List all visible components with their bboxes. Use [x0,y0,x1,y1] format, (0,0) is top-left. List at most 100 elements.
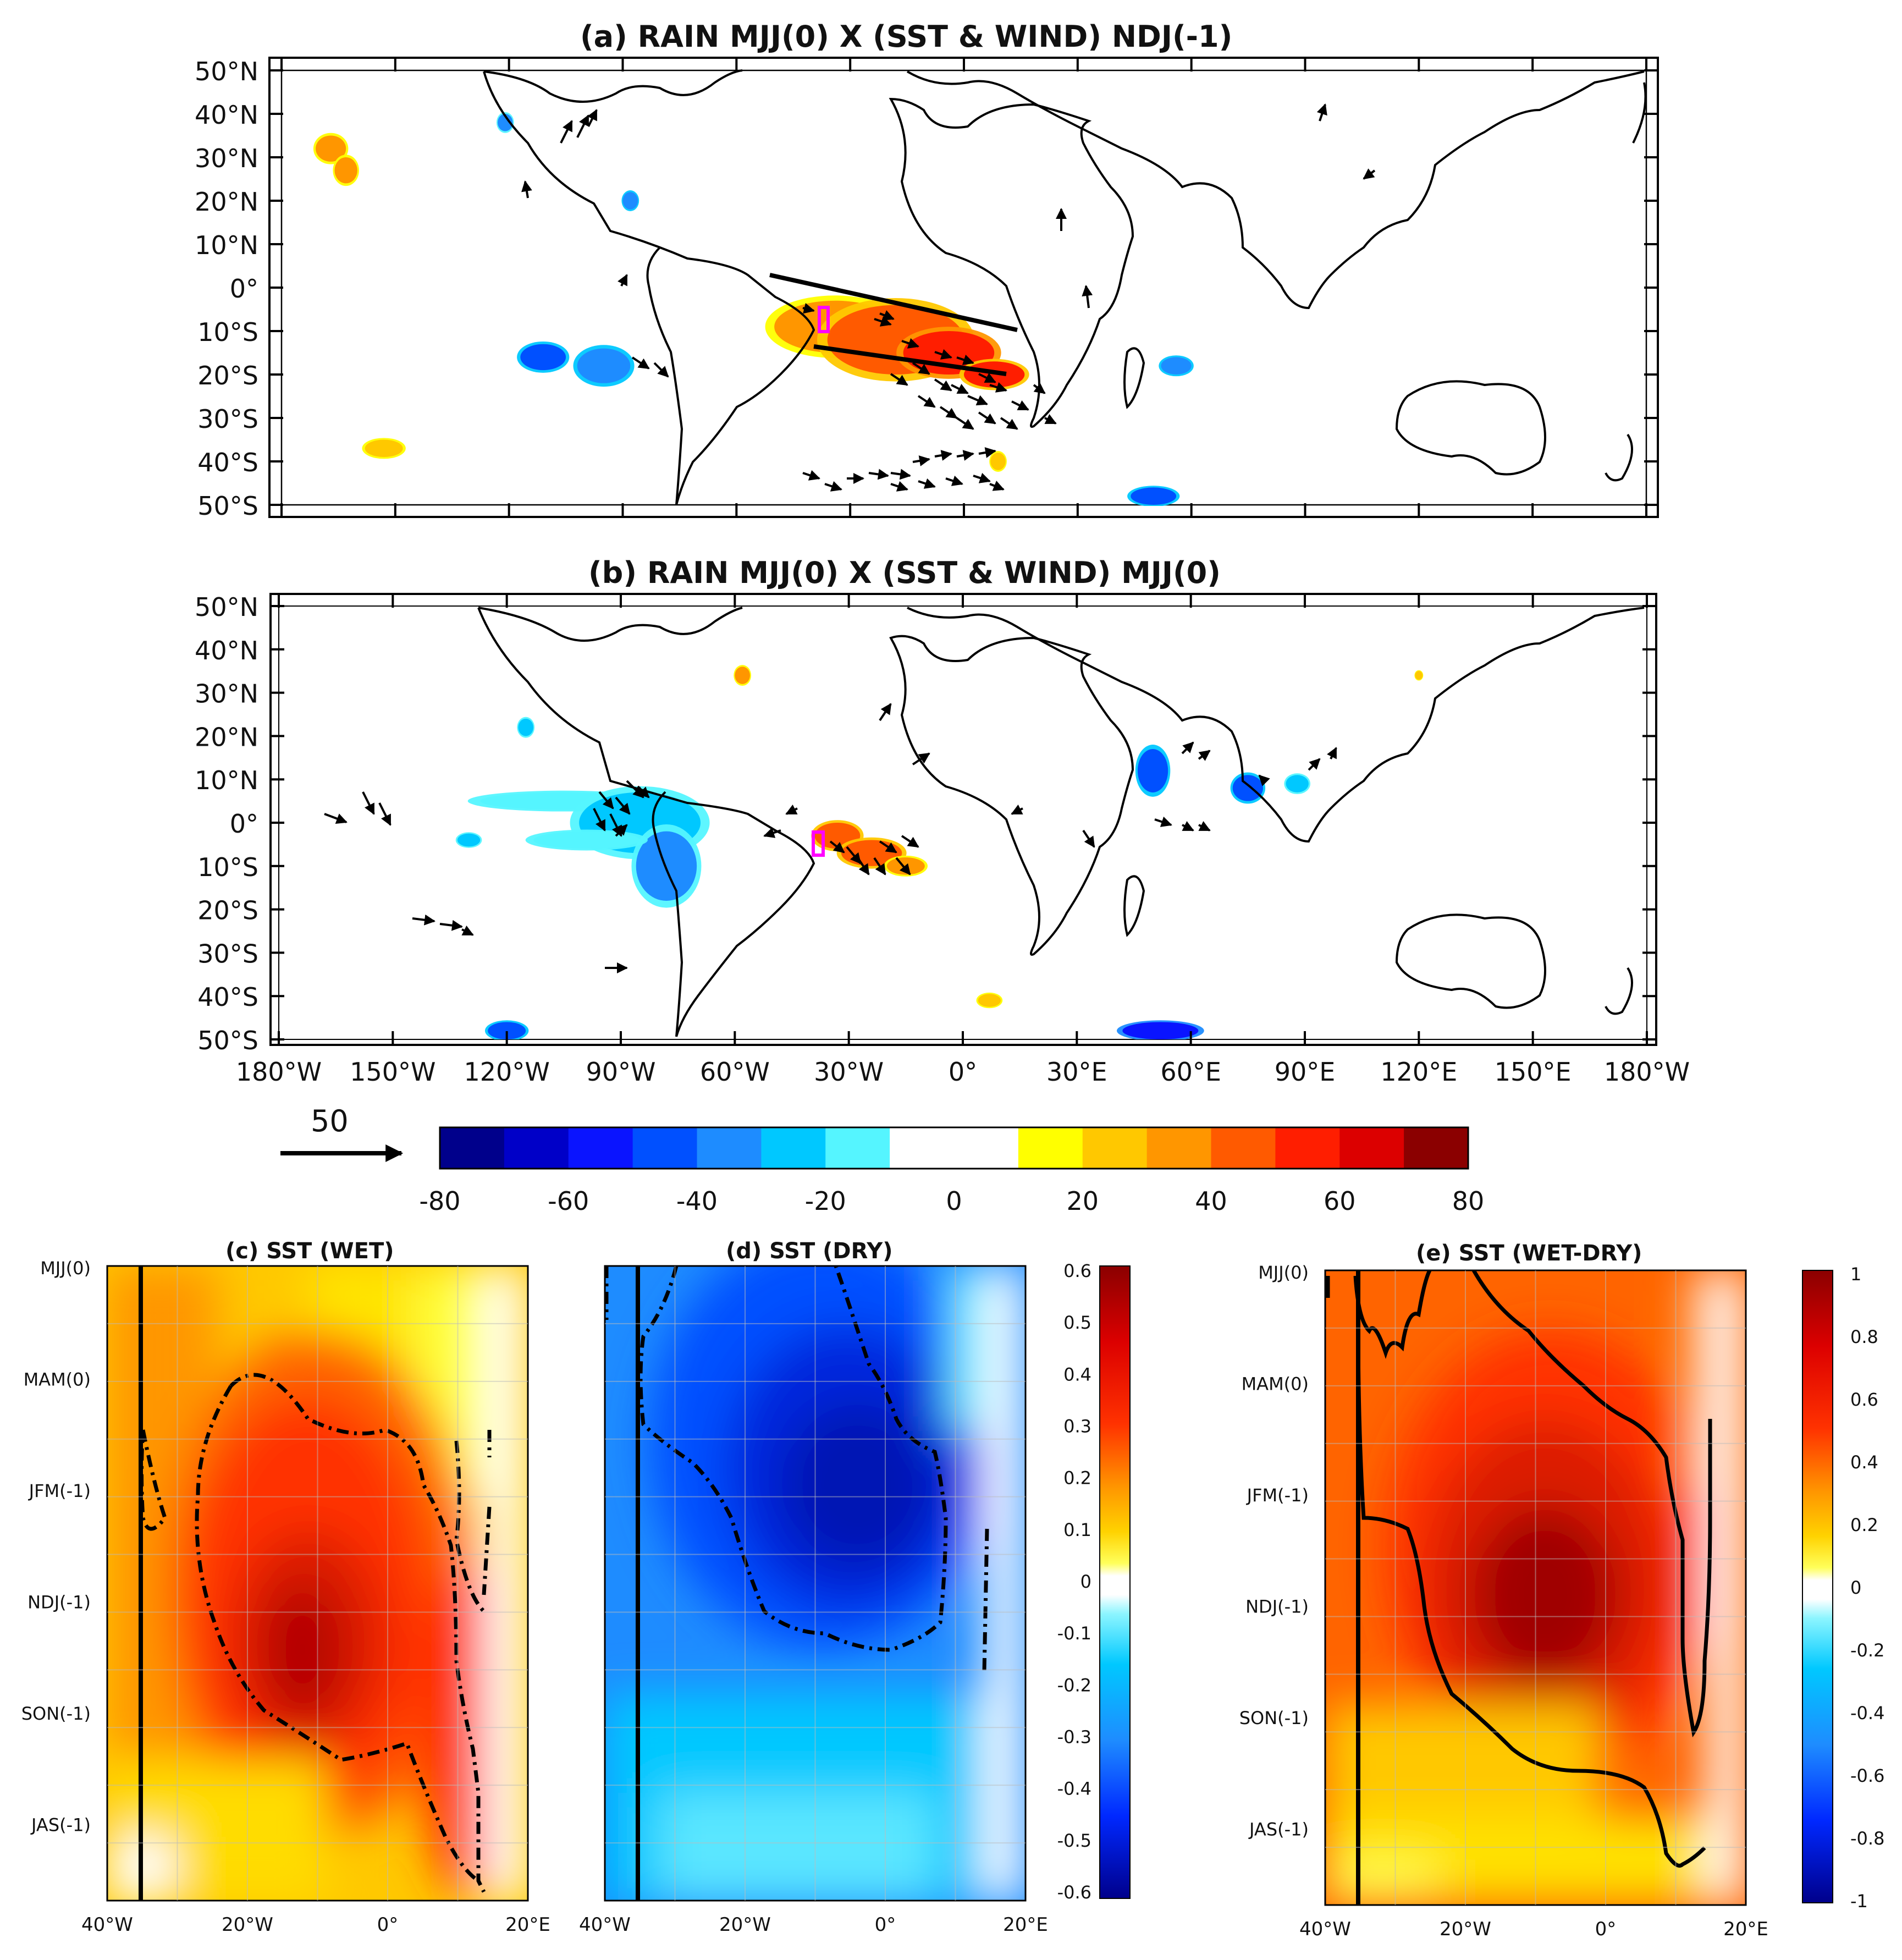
panel-a-title: (a) RAIN MJJ(0) X (SST & WIND) NDJ(-1) [580,19,1232,54]
wind-arrow [934,450,952,461]
colorbar-tick: 1 [1850,1264,1861,1285]
wind-arrow [857,857,870,876]
lon-tick-label: 30°E [1046,1057,1107,1087]
x-tick-label: 20°W [222,1914,273,1936]
rain-blob-core [1415,671,1423,680]
wind-arrow [521,180,532,199]
rain-colorbar-tick: -80 [419,1186,460,1216]
panel-b-field [455,665,1424,1039]
panel-a-study-box [818,306,830,333]
rain-blob-core [1131,487,1177,505]
lon-tick-label: 30°W [814,1057,884,1087]
rain-colorbar-swatch [1404,1127,1469,1169]
colorbar-tick: -0.2 [1850,1640,1884,1661]
colorbar-tick: 0.3 [1063,1416,1091,1437]
y-tick-label: JAS(-1) [1248,1819,1309,1840]
panel-c-grid [107,1266,528,1901]
lat-tick-label: 20°N [195,187,258,217]
panel-b: (b) RAIN MJJ(0) X (SST & WIND) MJJ(0) 50… [195,555,1690,1087]
wind-arrow [1363,168,1376,180]
lat-tick-label: 30°S [197,939,258,968]
wind-arrow [615,796,631,815]
rain-colorbar-tick: -60 [548,1186,589,1216]
panel-b-wind-vectors [324,703,1337,973]
wind-arrow [917,395,936,408]
wind-arrow [1182,821,1194,832]
lat-tick-label: 40°N [195,636,258,665]
wind-arrow [631,356,650,370]
lon-tick-label: 60°W [700,1057,770,1087]
wind-arrow [439,920,463,931]
colorbar-tick: -0.8 [1850,1828,1884,1849]
lat-tick-label: 50°S [197,1026,258,1055]
wind-arrow [1181,741,1194,755]
colorbar-tick: -1 [1850,1891,1868,1912]
lat-tick-label: 10°S [197,852,258,882]
rain-blob-core [1122,1022,1199,1039]
y-tick-label: SON(-1) [21,1703,91,1724]
rain-colorbar-swatch [954,1127,1019,1169]
lon-tick-label: 150°E [1495,1057,1572,1087]
wind-arrow [1011,805,1023,815]
rain-blob-core [520,344,566,371]
wind-arrow [951,384,969,394]
wind-arrow [1198,750,1211,761]
y-tick-label: MJJ(0) [40,1258,91,1279]
lon-tick-label: 90°W [586,1057,655,1087]
rain-blob-core [1137,748,1168,792]
wind-arrow [890,373,908,386]
wind-arrow [1044,414,1057,425]
rain-blob-core [316,135,346,162]
rain-colorbar-tick: 40 [1195,1186,1227,1216]
wind-arrow [1011,400,1029,411]
rain-blob-core [497,114,513,131]
sst-colorbar-e [1802,1270,1833,1903]
colorbar-tick: 0.2 [1850,1515,1878,1535]
wind-arrow [824,481,842,492]
rain-blob-core [636,831,697,901]
wind-arrow [763,827,781,838]
x-tick-label: 0° [875,1914,896,1936]
wind-arrow [895,857,911,876]
wind-arrow [598,791,614,810]
panel-b-title: (b) RAIN MJJ(0) X (SST & WIND) MJJ(0) [588,555,1221,590]
sst-colorbar-d [1099,1265,1131,1899]
panel-d-x-labels: 40°W 20°W 0° 20°E [579,1914,1048,1936]
rain-blob-core [488,1022,526,1039]
wind-arrow [412,914,435,926]
lat-tick-label: 50°S [197,491,258,521]
wind-arrow [560,120,573,144]
wind-arrow [989,481,1005,491]
wind-arrow [945,475,963,486]
lat-tick-label: 30°N [195,144,258,173]
x-tick-label: 20°E [1723,1918,1768,1940]
rain-colorbar-swatch [1275,1127,1340,1169]
lat-tick-label: 10°N [195,766,258,795]
panel-a-wind-vectors [521,103,1376,492]
colorbar-tick: -0.6 [1057,1882,1091,1903]
wind-arrow [901,835,919,848]
lat-tick-label: 20°S [197,361,258,390]
colorbar-tick: 0 [1850,1577,1861,1598]
y-tick-label: NDJ(-1) [27,1592,91,1613]
rain-blob-core [334,157,357,184]
wind-arrow [802,302,815,314]
rain-colorbar-swatch [1211,1127,1276,1169]
panel-c-field [107,1266,528,1901]
wind-arrow [1308,758,1321,771]
panel-d: (d) SST (DRY) 40°W 20°W 0° 20°E 0.60.50.40.… [579,1238,1131,1936]
wind-arrow [912,752,930,766]
rain-blob-core [978,994,1001,1007]
panel-c-y-labels: MJJ(0) MAM(0) JFM(-1) NDJ(-1) SON(-1) JAS(-1) [21,1258,91,1836]
rain-colorbar-swatch [825,1127,890,1169]
wind-arrow [879,703,892,722]
lat-tick-label: 20°N [195,722,258,752]
rain-blob-core [622,192,638,210]
panel-c: (c) SST (WET) [21,1238,550,1936]
rain-colorbar-tick: 0 [946,1186,962,1216]
colorbar-tick: -0.4 [1850,1703,1884,1724]
wind-arrow [901,338,919,349]
rain-colorbar-tick: -20 [805,1186,846,1216]
panel-a-lat-labels: 50°N 40°N 30°N 20°N 10°N 0° 10°S 20°S 30°S 40°S 50… [195,57,258,521]
